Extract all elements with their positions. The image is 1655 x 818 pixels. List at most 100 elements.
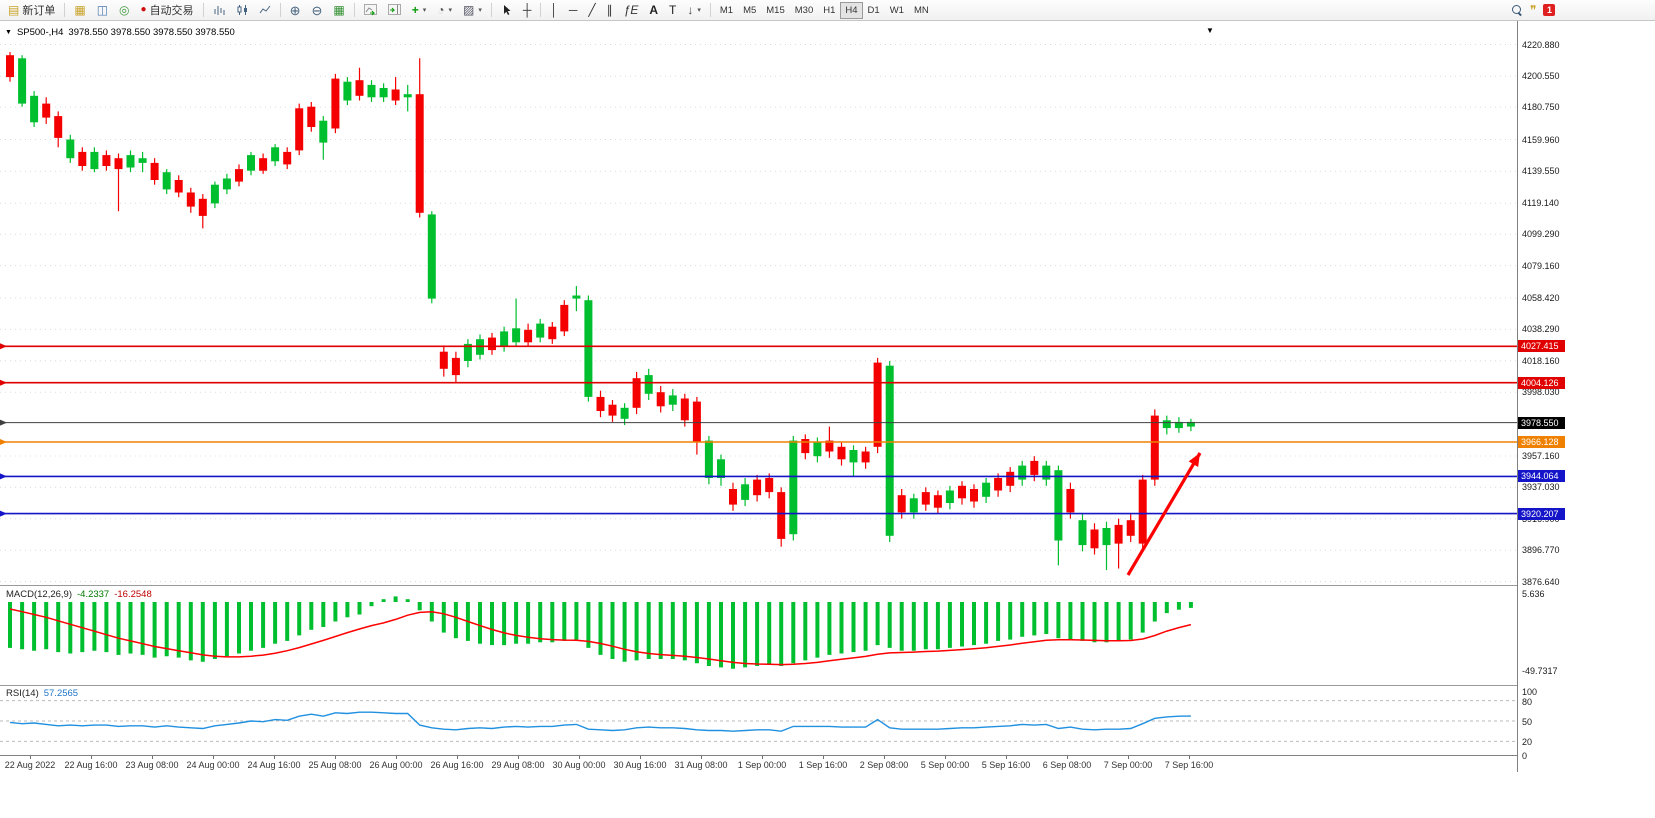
time-tick bbox=[518, 756, 519, 759]
time-axis-label: 26 Aug 16:00 bbox=[430, 760, 484, 770]
data-window-button[interactable]: ◫ bbox=[92, 1, 113, 19]
chevron-down-icon: ▾ bbox=[422, 7, 427, 14]
bar-chart-button[interactable] bbox=[208, 1, 230, 19]
rsi-axis-label: 50 bbox=[1522, 717, 1533, 727]
cursor-tool-button[interactable] bbox=[496, 1, 517, 19]
arrows-tool-button[interactable]: ↓ ▾ bbox=[682, 1, 706, 19]
market-watch-button[interactable]: ▦ bbox=[69, 1, 90, 19]
candlestick-icon bbox=[237, 5, 247, 15]
zoom-out-button[interactable]: ⊖ bbox=[306, 1, 327, 19]
crosshair-tool-button[interactable]: ┼ bbox=[518, 1, 537, 19]
new-order-button[interactable]: ▤ 新订单 bbox=[3, 1, 60, 19]
rsi-line bbox=[9, 711, 1191, 732]
time-axis-label: 24 Aug 16:00 bbox=[247, 760, 301, 770]
macd-axis-label: -49.7317 bbox=[1522, 666, 1558, 677]
candlestick-button[interactable] bbox=[231, 1, 253, 19]
vertical-line-icon: │ bbox=[550, 3, 558, 17]
chart-collapse-icon[interactable]: ▼ bbox=[5, 29, 12, 36]
timeframe-H4[interactable]: H4 bbox=[840, 1, 863, 19]
timeframe-M1[interactable]: M1 bbox=[715, 2, 738, 19]
price-axis-label: 4099.290 bbox=[1522, 229, 1560, 240]
hline-left-marker bbox=[0, 419, 7, 426]
data-window-icon: ◫ bbox=[96, 3, 109, 17]
time-tick bbox=[945, 756, 946, 759]
toolbar-separator bbox=[353, 3, 355, 17]
chart-shift-button[interactable] bbox=[383, 1, 406, 19]
trendline-icon: ╱ bbox=[588, 3, 596, 17]
rsi-axis-label: 20 bbox=[1522, 737, 1533, 748]
text-tool-button[interactable]: A bbox=[644, 1, 663, 19]
time-axis-label: 7 Sep 00:00 bbox=[1103, 760, 1153, 770]
indicators-button[interactable]: + ▾ bbox=[407, 1, 432, 19]
price-axis-label: 4159.960 bbox=[1522, 134, 1560, 145]
scroll-to-end-marker[interactable]: ▼ bbox=[1206, 26, 1214, 35]
timeframe-H1[interactable]: H1 bbox=[818, 2, 840, 19]
mt4-window: ▤ 新订单 ▦ ◫ ◎ ● 自动交易 ⊕ ⊖ bbox=[0, 0, 1655, 773]
price-axis[interactable]: 4220.880 4200.550 4180.750 4159.960 4139.550… bbox=[1517, 21, 1566, 772]
time-tick bbox=[1128, 756, 1129, 759]
line-chart-button[interactable] bbox=[254, 1, 276, 19]
timeframe-D1[interactable]: D1 bbox=[863, 2, 885, 19]
time-axis-label: 22 Aug 16:00 bbox=[64, 760, 118, 770]
rsi-axis-label: 0 bbox=[1522, 751, 1528, 761]
channel-tool-button[interactable]: ∥ bbox=[602, 1, 618, 19]
text-label-icon: T bbox=[669, 3, 677, 17]
time-tick bbox=[457, 756, 458, 759]
price-axis-label: 3876.640 bbox=[1522, 576, 1560, 587]
toolbar-separator bbox=[202, 3, 204, 17]
indicators-plus-icon: + bbox=[411, 3, 419, 17]
price-tag: 3944.064 bbox=[1518, 470, 1565, 483]
rsi-canvas[interactable] bbox=[0, 687, 1517, 755]
macd-main-value: -4.2337 bbox=[77, 589, 110, 600]
tile-windows-button[interactable]: ▦ bbox=[328, 1, 349, 19]
timeframe-MN[interactable]: MN bbox=[909, 2, 934, 19]
chart-window: ▼ SP500-,H4 3978.550 3978.550 3978.550 3… bbox=[0, 21, 1566, 773]
time-tick bbox=[213, 756, 214, 759]
text-label-tool-button[interactable]: T bbox=[664, 1, 681, 19]
time-tick bbox=[396, 756, 397, 759]
cursor-icon bbox=[503, 5, 511, 15]
fibonacci-tool-button[interactable]: ƒE bbox=[619, 1, 644, 19]
periods-button[interactable]: ◔ ▾ bbox=[432, 1, 457, 19]
zoom-in-button[interactable]: ⊕ bbox=[285, 1, 306, 19]
timeframe-M5[interactable]: M5 bbox=[738, 2, 761, 19]
time-axis-label: 26 Aug 00:00 bbox=[369, 760, 423, 770]
search-icon[interactable] bbox=[1512, 4, 1523, 16]
time-tick bbox=[762, 756, 763, 759]
auto-scroll-icon bbox=[363, 4, 377, 16]
rsi-axis-label: 100 bbox=[1522, 687, 1538, 697]
price-axis-label: 4200.550 bbox=[1522, 71, 1560, 82]
timeframe-M30[interactable]: M30 bbox=[790, 2, 818, 19]
rsi-panel-resize-handle[interactable] bbox=[0, 685, 1517, 686]
price-axis-label: 4018.160 bbox=[1522, 355, 1560, 366]
main-toolbar: ▤ 新订单 ▦ ◫ ◎ ● 自动交易 ⊕ ⊖ bbox=[0, 0, 1655, 21]
template-icon: ▨ bbox=[463, 3, 475, 17]
chat-icon[interactable]: ❞ bbox=[1530, 3, 1537, 17]
auto-scroll-button[interactable] bbox=[359, 1, 382, 19]
toolbar-right-group: ❞ 1 bbox=[1512, 1, 1556, 19]
horizontal-line-tool-button[interactable]: ─ bbox=[564, 1, 583, 19]
macd-panel-resize-handle[interactable] bbox=[0, 585, 1517, 586]
trendline-tool-button[interactable]: ╱ bbox=[583, 1, 600, 19]
time-tick bbox=[1006, 756, 1007, 759]
timeframe-M15[interactable]: M15 bbox=[761, 2, 789, 19]
auto-trading-icon: ● bbox=[140, 4, 147, 15]
notification-badge[interactable]: 1 bbox=[1543, 4, 1556, 16]
timeframe-W1[interactable]: W1 bbox=[885, 2, 909, 19]
time-tick bbox=[1189, 756, 1190, 759]
templates-button[interactable]: ▨ ▾ bbox=[458, 1, 487, 19]
time-axis-label: 31 Aug 08:00 bbox=[674, 760, 728, 770]
time-axis[interactable]: 22 Aug 2022 22 Aug 16:00 23 Aug 08:00 24 Au… bbox=[0, 755, 1517, 772]
navigator-button[interactable]: ◎ bbox=[114, 1, 134, 19]
auto-trading-label: 自动交易 bbox=[149, 5, 194, 17]
vertical-line-tool-button[interactable]: │ bbox=[545, 1, 563, 19]
crosshair-icon: ┼ bbox=[522, 3, 532, 17]
time-tick bbox=[30, 756, 31, 759]
bar-chart-icon bbox=[214, 6, 225, 15]
auto-trading-button[interactable]: ● 自动交易 bbox=[136, 1, 199, 19]
time-tick bbox=[1067, 756, 1068, 759]
trend-arrow[interactable] bbox=[1126, 452, 1202, 576]
macd-canvas[interactable] bbox=[0, 588, 1517, 683]
price-chart-canvas[interactable] bbox=[0, 24, 1517, 585]
time-axis-label: 1 Sep 00:00 bbox=[737, 760, 787, 770]
